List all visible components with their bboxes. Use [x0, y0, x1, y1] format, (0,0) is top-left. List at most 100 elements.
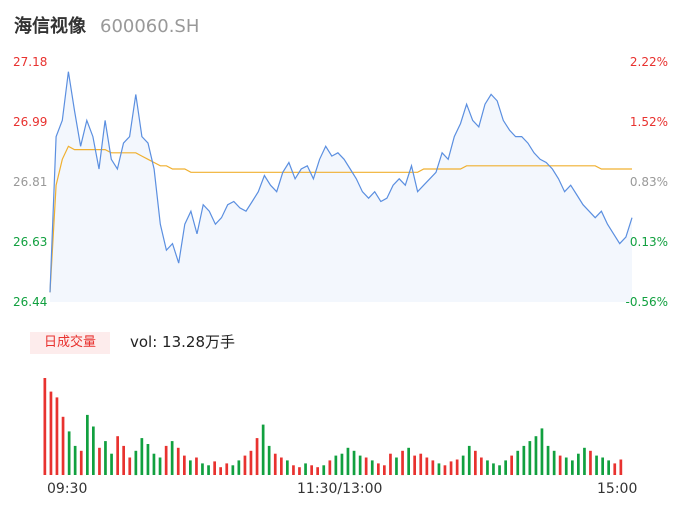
volume-bar: [595, 455, 598, 475]
volume-bar: [61, 416, 65, 475]
volume-bar: [528, 441, 532, 475]
volume-bar: [43, 378, 47, 475]
volume-bar: [461, 455, 465, 475]
volume-bar: [437, 463, 441, 475]
volume-bar: [255, 438, 259, 475]
volume-bar: [583, 447, 586, 475]
volume-bar: [316, 467, 319, 475]
volume-bar: [267, 445, 271, 475]
volume-bar: [67, 431, 71, 475]
volume-bar: [134, 450, 138, 476]
volume-bar: [158, 457, 162, 475]
volume-bar: [564, 457, 568, 475]
volume-bar: [243, 455, 247, 475]
price-tick-0: 27.18: [13, 55, 48, 69]
volume-bar: [55, 397, 59, 475]
volume-bar: [237, 460, 241, 475]
volume-bar: [358, 455, 362, 475]
volume-bar: [104, 441, 107, 475]
volume-bar: [140, 438, 144, 475]
volume-bar: [474, 450, 477, 476]
volume-bar: [510, 455, 513, 475]
volume-bar: [340, 453, 344, 475]
volume-bar: [346, 447, 350, 475]
volume-bar: [431, 460, 435, 475]
volume-bar: [92, 426, 95, 475]
volume-tag: 日成交量: [30, 332, 110, 354]
volume-bar: [122, 445, 125, 475]
volume-bar: [546, 445, 550, 475]
volume-bar: [577, 453, 580, 475]
avg-price-line: [49, 145, 632, 293]
volume-bar: [286, 460, 289, 475]
volume-bar: [558, 455, 562, 475]
volume-bar: [164, 445, 168, 475]
header: 海信视像 600060.SH: [14, 12, 199, 40]
volume-bar: [480, 457, 483, 475]
price-tick-4: 26.44: [13, 295, 48, 309]
volume-bar: [213, 461, 216, 475]
volume-bar: [98, 447, 101, 475]
pct-tick-3: 0.13%: [629, 235, 668, 249]
volume-bar: [504, 460, 507, 475]
x-tick-close: 15:00: [597, 481, 638, 497]
volume-bar: [571, 460, 574, 475]
volume-bar: [395, 457, 398, 475]
volume-bar: [328, 460, 332, 475]
volume-bar: [370, 460, 374, 475]
volume-bar: [389, 453, 392, 475]
volume-bar: [207, 465, 210, 475]
x-tick-midday: 11:30/13:00: [297, 481, 383, 497]
pct-tick-4: -0.56%: [625, 295, 668, 309]
volume-bar: [613, 463, 617, 475]
volume-bar: [498, 465, 501, 475]
volume-bar: [322, 465, 326, 475]
volume-bar: [292, 465, 295, 475]
volume-bar: [310, 465, 313, 475]
volume-bar: [249, 450, 253, 476]
volume-bar: [334, 455, 338, 475]
price-tick-3: 26.63: [13, 235, 48, 249]
volume-bar: [383, 465, 386, 475]
volume-bar: [79, 450, 83, 476]
pct-tick-2: 0.83%: [629, 175, 668, 189]
volume-value: vol: 13.28万手: [130, 333, 235, 351]
pct-tick-1: 1.52%: [629, 115, 668, 129]
volume-bar: [486, 460, 489, 475]
volume-bar: [273, 453, 277, 475]
pct-tick-0: 2.22%: [629, 55, 668, 69]
volume-bar: [49, 391, 53, 475]
x-tick-open: 09:30: [47, 481, 88, 497]
volume-bar: [540, 428, 544, 475]
volume-bar: [607, 460, 610, 475]
volume-bar: [86, 414, 89, 475]
volume-bar: [170, 441, 174, 475]
volume-bar: [304, 463, 307, 475]
volume-bar: [534, 436, 538, 475]
volume-bar: [176, 447, 180, 475]
volume-bar: [352, 450, 356, 476]
volume-bar: [516, 450, 520, 476]
volume-bar: [128, 457, 132, 475]
volume-bar: [110, 453, 113, 475]
volume-bar: [183, 455, 186, 475]
volume-bar: [152, 453, 156, 475]
volume-bar: [449, 461, 453, 475]
volume-bar: [364, 457, 368, 475]
volume-bar: [443, 465, 447, 475]
volume-bar: [455, 459, 459, 475]
volume-bar: [413, 455, 416, 475]
volume-bar: [552, 450, 556, 476]
price-line: [49, 71, 633, 293]
volume-bar: [425, 457, 429, 475]
price-tick-2: 26.81: [13, 175, 48, 189]
volume-bar: [189, 460, 192, 475]
volume-bar: [619, 459, 623, 475]
volume-bar: [231, 465, 235, 475]
volume-bar: [589, 450, 592, 476]
volume-bar: [492, 463, 495, 475]
volume-bar: [601, 457, 604, 475]
volume-bar: [219, 467, 222, 475]
volume-bar: [146, 444, 150, 475]
